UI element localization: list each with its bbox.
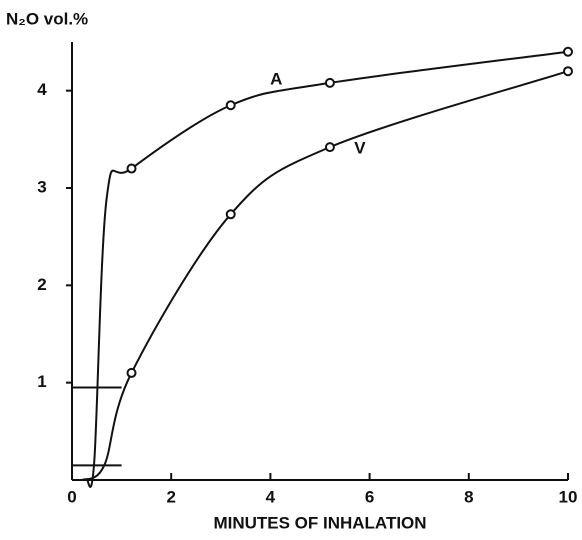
point-marker	[225, 209, 236, 220]
series-line	[81, 70, 569, 481]
x-tick-label: 4	[266, 487, 276, 506]
y-tick-label: 4	[37, 80, 47, 99]
y-tick-label: 3	[37, 177, 46, 196]
x-tick-label: 6	[365, 487, 374, 506]
point-marker	[126, 163, 137, 174]
x-tick-label: 2	[166, 487, 175, 506]
series-label: V	[354, 139, 366, 158]
point-marker	[324, 142, 335, 153]
point-marker	[324, 77, 335, 88]
y-tick-label: 1	[37, 372, 46, 391]
point-marker	[563, 66, 573, 77]
x-tick-label: 10	[559, 487, 578, 506]
point-marker	[126, 367, 137, 378]
point-marker	[563, 46, 573, 57]
y-axis-label: N₂O vol.%	[6, 9, 88, 28]
series-line	[85, 50, 569, 488]
x-tick-label: 0	[67, 487, 76, 506]
x-axis-label: MINUTES OF INHALATION	[213, 513, 426, 532]
y-tick-label: 2	[37, 275, 46, 294]
point-marker	[225, 100, 236, 111]
series-label: A	[270, 70, 282, 89]
x-tick-label: 8	[464, 487, 473, 506]
